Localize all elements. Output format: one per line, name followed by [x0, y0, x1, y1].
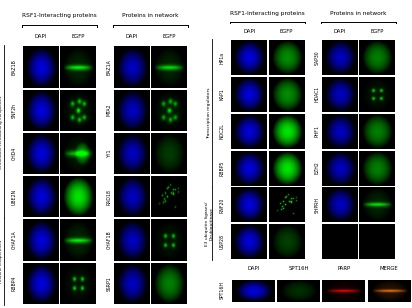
Text: RSF1-Interacting proteins: RSF1-Interacting proteins [230, 11, 305, 16]
Text: DAPI: DAPI [243, 29, 255, 34]
Text: Histone chaperones: Histone chaperones [0, 240, 3, 283]
Text: Chromatin remodeling complexes: Chromatin remodeling complexes [0, 95, 3, 168]
Text: SAP30: SAP30 [315, 50, 320, 65]
Text: DAPI: DAPI [247, 266, 259, 271]
Text: HDAC1: HDAC1 [315, 86, 320, 103]
Text: MTA2: MTA2 [107, 104, 112, 116]
Text: EGFP: EGFP [280, 29, 293, 34]
Text: NOC2L: NOC2L [220, 123, 225, 139]
Text: PARP: PARP [337, 266, 351, 271]
Text: RAD18: RAD18 [107, 189, 112, 205]
Text: BAZ1B: BAZ1B [12, 59, 17, 75]
Text: DAPI: DAPI [35, 34, 47, 39]
Text: SPT16H: SPT16H [220, 281, 225, 299]
Text: RNF20: RNF20 [220, 197, 225, 213]
Text: EGFP: EGFP [162, 34, 176, 39]
Text: EZH2: EZH2 [315, 162, 320, 174]
Text: Transcription regulators: Transcription regulators [207, 87, 211, 139]
Text: DAPI: DAPI [334, 29, 346, 34]
Text: RBBP4: RBBP4 [12, 276, 17, 291]
Text: BAZ1A: BAZ1A [107, 59, 112, 75]
Text: RBBP5: RBBP5 [220, 160, 225, 176]
Text: SNF2h: SNF2h [12, 103, 17, 118]
Text: SPT16H: SPT16H [288, 266, 309, 271]
Text: EGFP: EGFP [370, 29, 384, 34]
Text: E3 ubiquitin ligases/
Deubiquitinase: E3 ubiquitin ligases/ Deubiquitinase [205, 201, 213, 245]
Text: HP1a: HP1a [220, 51, 225, 63]
Text: Proteins in network: Proteins in network [122, 13, 179, 18]
Text: KAP1: KAP1 [220, 88, 225, 100]
Text: CHD4: CHD4 [12, 147, 17, 160]
Text: RSF1-Interacting proteins: RSF1-Interacting proteins [22, 13, 97, 18]
Text: EGFP: EGFP [72, 34, 85, 39]
Text: CHAF1A: CHAF1A [12, 231, 17, 249]
Text: YY1: YY1 [107, 149, 112, 158]
Text: Proteins in network: Proteins in network [330, 11, 387, 16]
Text: SHPRH: SHPRH [315, 197, 320, 213]
Text: USP28: USP28 [220, 234, 225, 249]
Text: DAPI: DAPI [126, 34, 138, 39]
Text: SSRP1: SSRP1 [107, 276, 112, 291]
Text: PHF1: PHF1 [315, 125, 320, 137]
Text: MERGE: MERGE [380, 266, 399, 271]
Text: CHAF1B: CHAF1B [107, 231, 112, 249]
Text: UBE2N: UBE2N [12, 189, 17, 205]
